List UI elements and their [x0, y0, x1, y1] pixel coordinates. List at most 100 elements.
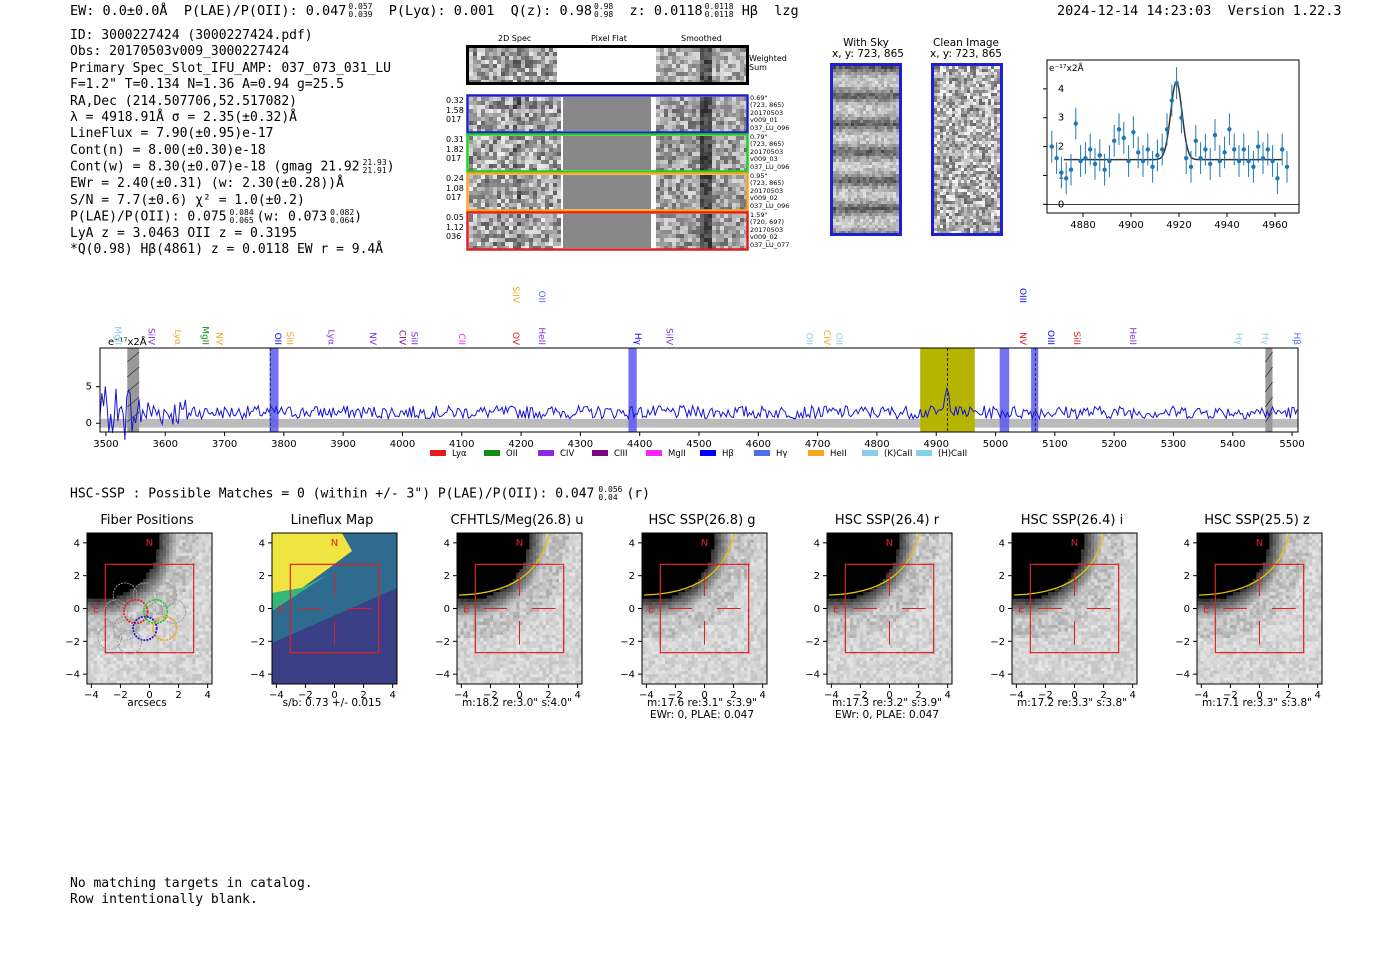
image-pixel	[537, 160, 541, 164]
image-pixel	[937, 174, 940, 177]
image-pixel	[732, 140, 736, 144]
image-pixel	[501, 52, 505, 56]
image-pixel	[878, 213, 881, 216]
lzg-tag: lzg	[774, 3, 799, 19]
image-pixel	[732, 175, 736, 179]
image-pixel	[851, 183, 854, 186]
image-pixel	[991, 183, 994, 186]
image-pixel	[967, 141, 970, 144]
image-pixel	[976, 195, 979, 198]
image-pixel	[872, 219, 875, 222]
image-pixel	[973, 153, 976, 156]
image-pixel	[937, 138, 940, 141]
image-pixel	[893, 153, 896, 156]
image-pixel	[493, 222, 497, 226]
image-pixel	[958, 114, 961, 117]
image-pixel	[688, 60, 692, 64]
fit-data-point	[1174, 80, 1179, 86]
image-pixel	[541, 148, 545, 152]
image-pixel	[949, 93, 952, 96]
legend-label: Hγ	[776, 449, 787, 459]
image-pixel	[937, 66, 940, 69]
image-pixel	[878, 84, 881, 87]
image-pixel	[489, 230, 493, 234]
image-pixel	[872, 102, 875, 105]
image-pixel	[896, 195, 899, 198]
image-pixel	[720, 109, 724, 113]
image-pixel	[982, 96, 985, 99]
image-pixel	[740, 140, 744, 144]
image-pixel	[881, 150, 884, 153]
image-pixel	[946, 90, 949, 93]
image-pixel	[497, 136, 501, 140]
image-pixel	[893, 126, 896, 129]
image-pixel	[549, 140, 553, 144]
image-pixel	[656, 152, 660, 156]
image-pixel	[949, 87, 952, 90]
image-pixel	[836, 210, 839, 213]
image-pixel	[716, 129, 720, 133]
image-pixel	[875, 138, 878, 141]
image-pixel	[839, 138, 842, 141]
image-pixel	[982, 108, 985, 111]
image-pixel	[485, 199, 489, 203]
image-pixel	[863, 78, 866, 81]
spectrum-xtick-label: 4200	[508, 439, 533, 450]
image-pixel	[485, 226, 489, 230]
image-pixel	[970, 69, 973, 72]
image-pixel	[740, 160, 744, 164]
image-pixel	[553, 76, 557, 80]
image-pixel	[126, 539, 131, 544]
image-pixel	[893, 231, 896, 234]
image-pixel	[497, 105, 501, 109]
image-pixel	[505, 68, 509, 72]
image-pixel	[958, 141, 961, 144]
image-pixel	[485, 246, 489, 250]
image-pixel	[860, 132, 863, 135]
image-pixel	[493, 76, 497, 80]
image-pixel	[887, 201, 890, 204]
spectral-line-label: Hβ	[1291, 332, 1301, 345]
image-pixel	[656, 68, 660, 72]
image-pixel	[833, 90, 836, 93]
image-pixel	[985, 183, 988, 186]
image-pixel	[934, 201, 937, 204]
fit-data-point	[1275, 176, 1280, 181]
image-pixel	[890, 165, 893, 168]
image-pixel	[964, 132, 967, 135]
image-pixel	[979, 120, 982, 123]
cutout-row-stat: 0.32	[446, 96, 464, 105]
image-pixel	[866, 102, 869, 105]
image-pixel	[896, 138, 899, 141]
image-pixel	[676, 72, 680, 76]
image-pixel	[967, 123, 970, 126]
image-pixel	[982, 78, 985, 81]
image-pixel	[949, 225, 952, 228]
image-pixel	[961, 69, 964, 72]
image-pixel	[676, 136, 680, 140]
image-pixel	[994, 123, 997, 126]
image-pixel	[946, 210, 949, 213]
image-pixel	[473, 125, 477, 129]
image-pixel	[668, 230, 672, 234]
image-pixel	[736, 160, 740, 164]
image-pixel	[952, 126, 955, 129]
image-pixel	[505, 125, 509, 129]
image-pixel	[881, 159, 884, 162]
image-pixel	[875, 225, 878, 228]
image-pixel	[668, 68, 672, 72]
image-pixel	[893, 165, 896, 168]
image-pixel	[863, 90, 866, 93]
image-pixel	[949, 96, 952, 99]
image-pixel	[848, 222, 851, 225]
image-pixel	[866, 72, 869, 75]
image-pixel	[893, 90, 896, 93]
image-pixel	[970, 183, 973, 186]
image-pixel	[842, 180, 845, 183]
image-pixel	[656, 207, 660, 211]
image-pixel	[890, 150, 893, 153]
image-pixel	[517, 97, 521, 101]
image-pixel	[704, 246, 708, 250]
image-pixel	[732, 105, 736, 109]
image-pixel	[712, 68, 716, 72]
